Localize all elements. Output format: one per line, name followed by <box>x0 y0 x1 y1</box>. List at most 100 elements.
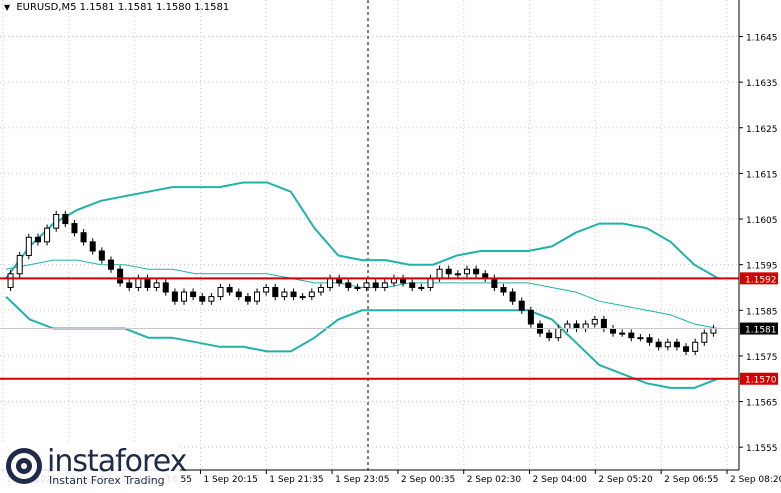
x-tick-label: 2 Sep 02:30 <box>467 475 522 485</box>
candle-body <box>664 341 671 348</box>
candle-body <box>199 296 206 302</box>
plot-background <box>0 0 739 470</box>
level-price-label: 1.1570 <box>745 376 777 386</box>
candle-body <box>144 277 151 288</box>
candle-body <box>473 268 480 275</box>
candle-body <box>683 346 690 352</box>
x-tick-label: 2 Sep 05:20 <box>598 475 653 485</box>
candle-body <box>80 232 87 243</box>
candle-body <box>500 286 507 293</box>
candle-body <box>272 286 279 298</box>
y-tick-label: 1.1575 <box>746 353 778 363</box>
y-tick-label: 1.1565 <box>746 399 778 409</box>
bollinger-middle-line <box>5 259 719 329</box>
price-axis: 1.1645 1.1635 1.1625 1.1615 1.1605 1.1595 1.15… <box>739 34 778 454</box>
candle-body <box>71 223 78 234</box>
candle-body <box>263 286 270 293</box>
candle-body <box>208 296 215 302</box>
candle-body <box>354 286 361 289</box>
candle-body <box>463 268 470 275</box>
candle-body <box>518 300 525 311</box>
x-tick-label: 1 Sep 20:15 <box>203 475 257 485</box>
caret-down-icon[interactable]: ▼ <box>4 3 11 12</box>
candle-body <box>226 286 233 293</box>
candle-body <box>153 282 160 288</box>
candle-body <box>244 296 251 302</box>
y-tick-label: 1.1585 <box>746 307 778 317</box>
candle-body <box>25 236 32 257</box>
candle-body <box>619 332 626 335</box>
ohlc-close: 1.1581 <box>194 2 230 13</box>
x-tick-label: 2 Sep 06:55 <box>664 475 718 485</box>
candle-body <box>62 213 69 225</box>
candle-body <box>555 328 562 339</box>
candle-body <box>34 236 41 243</box>
level-price-label: 1.1592 <box>745 275 777 285</box>
x-tick-label: 1 Sep 21:35 <box>269 475 323 485</box>
candle-body <box>89 241 96 252</box>
candle-body <box>190 291 197 298</box>
candle-body <box>162 282 169 293</box>
candle-body <box>107 259 114 270</box>
ohlc-high: 1.1581 <box>117 2 153 13</box>
candle-body <box>692 341 699 352</box>
candle-body <box>436 268 443 279</box>
candle-body <box>655 341 662 348</box>
candle-body <box>117 268 124 284</box>
candle-body <box>600 318 607 330</box>
candle-body <box>135 277 142 288</box>
watermark-brand: instaforex <box>47 444 187 479</box>
level-price-tag <box>740 272 778 285</box>
candle-body <box>281 291 288 298</box>
instaforex-logo-icon <box>6 448 42 484</box>
candle-body <box>527 309 534 325</box>
y-tick-label: 1.1635 <box>746 79 778 89</box>
candle-body <box>308 291 315 298</box>
candle-body <box>363 282 370 288</box>
candle-body <box>299 296 306 299</box>
candle-body <box>427 277 434 288</box>
candles <box>7 210 717 356</box>
y-tick-label: 1.1625 <box>746 125 778 135</box>
candle-body <box>701 332 708 343</box>
candle-body <box>235 291 242 298</box>
y-tick-label: 1.1645 <box>746 34 778 44</box>
level-price-tag <box>740 372 778 385</box>
current-price-label: 1.1581 <box>745 326 777 336</box>
symbol-title: ▼ EURUSD,M5 1.1581 1.1581 1.1580 1.1581 <box>4 2 229 13</box>
watermark-tagline: Instant Forex Trading <box>49 474 165 487</box>
candle-body <box>217 286 224 298</box>
candle-body <box>44 227 51 243</box>
candle-body <box>409 282 416 288</box>
x-tick-label: 1 Sep 23:05 <box>335 475 389 485</box>
candle-body <box>327 277 334 288</box>
candle-body <box>582 323 589 330</box>
candle-body <box>126 282 133 288</box>
candle-body <box>372 282 379 288</box>
candle-body <box>673 341 680 348</box>
candle-body <box>180 291 188 302</box>
ohlc-low: 1.1580 <box>156 2 192 13</box>
candle-body <box>573 323 580 330</box>
current-price-tag <box>740 322 778 335</box>
candle-body <box>546 332 553 339</box>
y-tick-label: 1.1555 <box>746 444 778 454</box>
x-tick-label: 2 Sep 08:20 <box>730 475 781 485</box>
candle-body <box>345 282 352 288</box>
x-tick-label: 2 Sep 00:35 <box>401 475 455 485</box>
candle-body <box>418 286 425 289</box>
candle-body <box>628 332 635 339</box>
x-tick-label: 2 Sep 04:00 <box>533 475 588 485</box>
candle-body <box>564 323 571 330</box>
candle-body <box>454 273 461 276</box>
candle-body <box>646 337 653 343</box>
candle-body <box>171 291 178 302</box>
bollinger-upper-line <box>5 181 719 280</box>
candle-body <box>7 273 14 288</box>
candle-body <box>16 255 23 275</box>
candle-body <box>491 277 498 288</box>
symbol-name: EURUSD,M5 <box>16 2 77 13</box>
y-tick-label: 1.1615 <box>746 170 778 180</box>
candle-body <box>591 318 598 325</box>
